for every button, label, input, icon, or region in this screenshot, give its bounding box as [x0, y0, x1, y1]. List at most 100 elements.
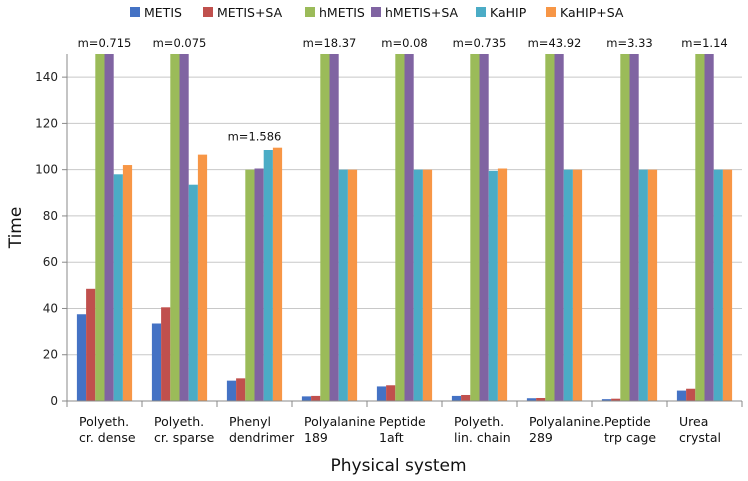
x-tick-label: Polyalanine.: [529, 414, 604, 429]
bar: [563, 169, 573, 401]
y-tick-label: 0: [50, 394, 58, 408]
bar: [676, 390, 687, 401]
x-tick-label: Urea: [679, 414, 708, 429]
x-tick-label: 289: [529, 430, 553, 445]
bar: [713, 169, 723, 401]
bar: [236, 378, 246, 401]
bar: [329, 54, 339, 401]
bar: [245, 169, 255, 401]
data-annotation: m=0.08: [381, 36, 427, 50]
data-annotation: m=1.14: [681, 36, 727, 50]
bar: [536, 397, 546, 401]
bar: [113, 174, 123, 401]
bar: [545, 54, 555, 401]
bar: [470, 54, 480, 401]
x-axis-title: Physical system: [330, 456, 466, 476]
bar: [422, 169, 433, 401]
x-tick-label: Peptide: [604, 414, 651, 429]
bar: [629, 54, 639, 401]
bar: [338, 169, 348, 401]
y-tick-label: 140: [35, 70, 58, 84]
bar: [104, 54, 114, 401]
bar: [254, 168, 264, 401]
bar: [704, 54, 714, 401]
bar: [461, 394, 471, 401]
bar: [386, 385, 396, 401]
legend-swatch: [546, 7, 556, 17]
x-tick-label: Polyeth.: [79, 414, 129, 429]
bar: [572, 169, 583, 401]
data-annotation: m=0.735: [453, 36, 507, 50]
y-tick-label: 40: [43, 301, 58, 315]
y-tick-label: 120: [35, 116, 58, 130]
y-tick-label: 100: [35, 163, 58, 177]
x-tick-label: crystal: [679, 430, 721, 445]
data-annotation: m=3.33: [606, 36, 652, 50]
bar: [413, 169, 423, 401]
x-tick-label: dendrimer: [229, 430, 295, 445]
x-tick-label: Peptide: [379, 414, 426, 429]
bar: [320, 54, 330, 401]
bars: [76, 54, 733, 401]
x-tick-label: Polyeth.: [154, 414, 204, 429]
bar: [722, 169, 733, 401]
legend-swatch: [305, 7, 315, 17]
bar: [647, 169, 658, 401]
legend-swatch: [130, 7, 140, 17]
bar: [170, 54, 180, 401]
x-tick-label: Polyeth.: [454, 414, 504, 429]
x-tick-label: 1aft: [379, 430, 404, 445]
bar: [151, 323, 162, 401]
bar: [479, 54, 489, 401]
legend-label: KaHIP: [490, 5, 527, 20]
bar: [272, 147, 283, 401]
legend-label: METIS+SA: [217, 5, 283, 20]
bar: [311, 395, 321, 401]
bar: [601, 399, 612, 401]
bar: [554, 54, 564, 401]
y-axis-title: Time: [6, 207, 26, 250]
bar: [226, 380, 237, 401]
bar: [86, 288, 96, 401]
x-tick-label: 189: [304, 430, 328, 445]
axes: [62, 54, 743, 407]
x-tick-label: Polyalanine: [304, 414, 376, 429]
bar: [638, 169, 648, 401]
x-tick-label: cr. sparse: [154, 430, 215, 445]
bar: [611, 398, 621, 401]
legend-label: hMETIS+SA: [385, 5, 459, 20]
y-tick-label: 60: [43, 255, 58, 269]
legend-label: METIS: [144, 5, 182, 20]
bar: [263, 150, 273, 401]
data-annotation: m=1.586: [228, 130, 282, 144]
legend-swatch: [203, 7, 213, 17]
bar: [497, 168, 508, 401]
data-annotation: m=18.37: [303, 36, 357, 50]
bar: [301, 396, 312, 401]
legend-label: hMETIS: [319, 5, 365, 20]
bar: [122, 165, 133, 401]
legend-swatch: [476, 7, 486, 17]
bar: [347, 169, 358, 401]
bar: [95, 54, 105, 401]
bar: [620, 54, 630, 401]
bar: [161, 307, 171, 401]
bar: [451, 395, 462, 401]
data-annotation: m=43.92: [528, 36, 582, 50]
data-annotation: m=0.715: [78, 36, 132, 50]
bar: [404, 54, 414, 401]
x-tick-label: trp cage: [604, 430, 656, 445]
bar: [526, 398, 537, 401]
bar: [395, 54, 405, 401]
legend: METIS METIS+SA hMETIS hMETIS+SA KaHIP KaHIP+S…: [130, 5, 624, 20]
y-tick-label: 80: [43, 209, 58, 223]
bar: [188, 184, 198, 401]
x-tick-label: cr. dense: [79, 430, 136, 445]
x-tick-label: Phenyl: [229, 414, 271, 429]
legend-swatch: [371, 7, 381, 17]
data-annotation: m=0.075: [153, 36, 207, 50]
bar: [376, 386, 387, 401]
